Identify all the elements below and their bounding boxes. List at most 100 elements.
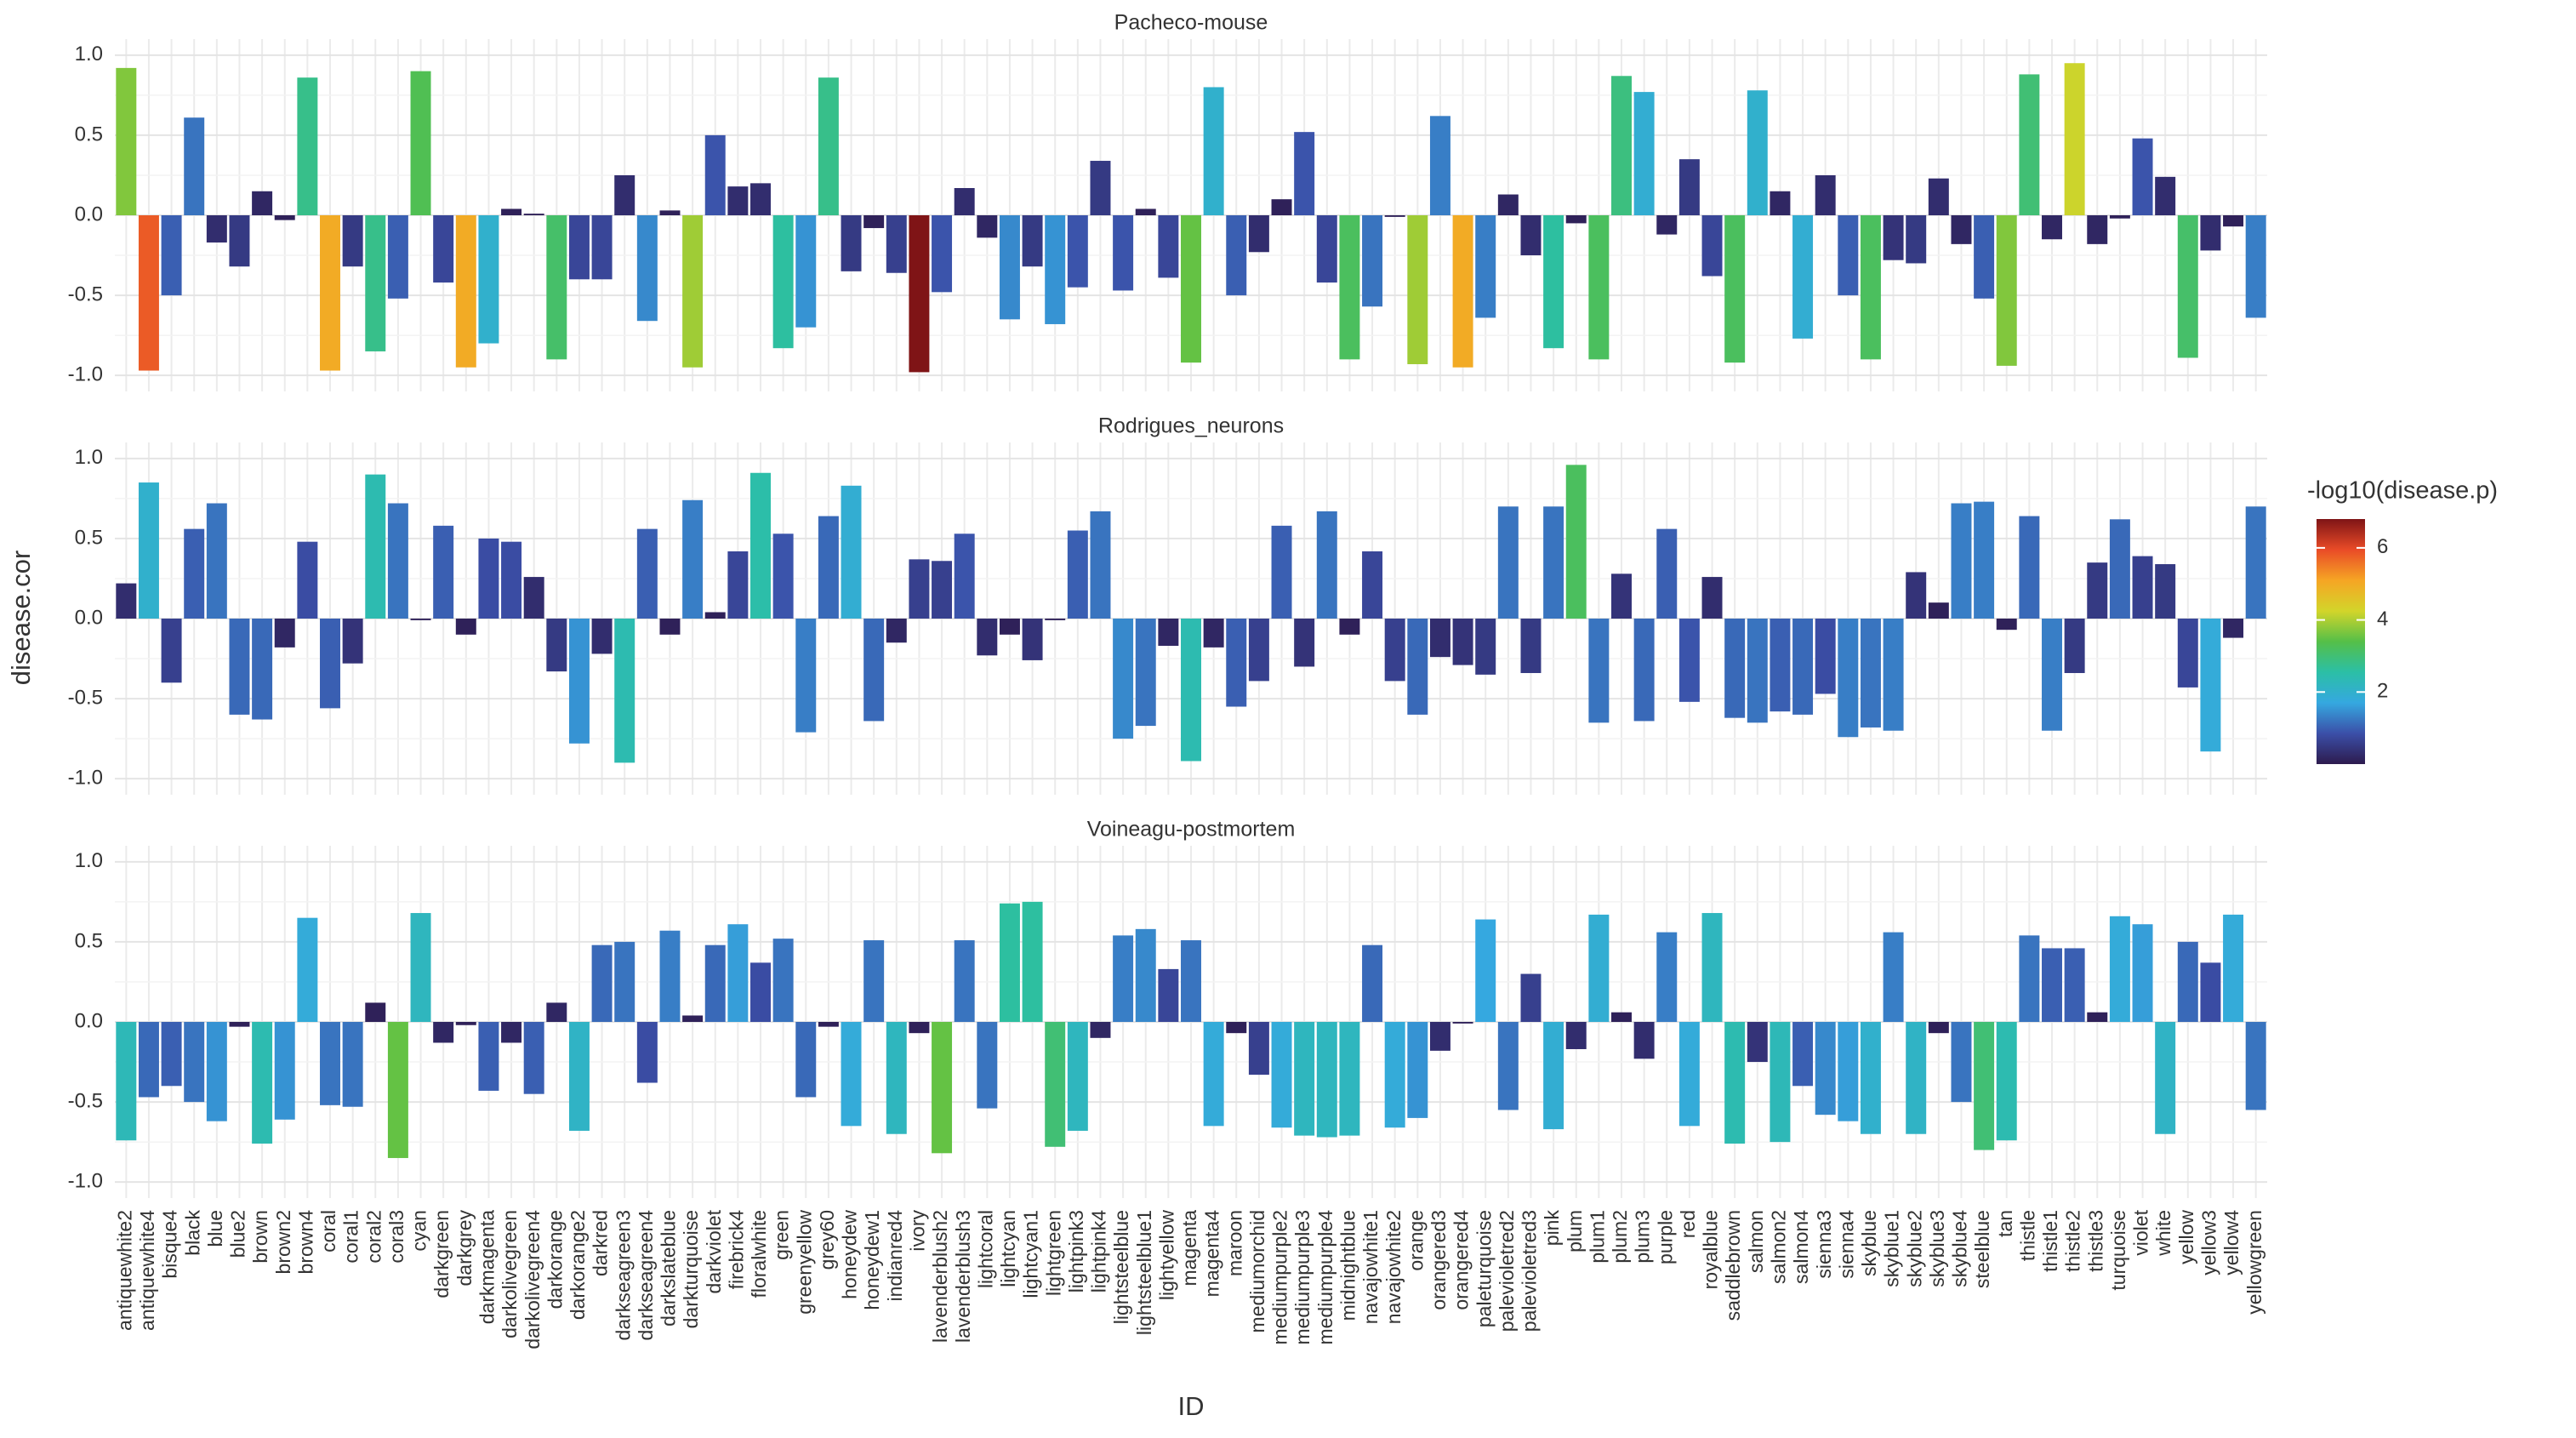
x-tick-label: brown2 [272, 1210, 294, 1274]
bar [1135, 208, 1156, 215]
bar [320, 215, 340, 371]
colorbar [2317, 519, 2365, 764]
bar [297, 77, 318, 215]
x-tick-label: maroon [1223, 1210, 1245, 1276]
x-tick-label: firebrick4 [725, 1210, 747, 1290]
x-tick-label: salmon [1745, 1210, 1767, 1273]
bar [727, 551, 749, 619]
x-tick-label: bisque4 [159, 1210, 181, 1279]
bar [909, 1022, 930, 1034]
bar [1860, 619, 1881, 728]
bar [1883, 932, 1904, 1022]
x-axis-title: ID [1178, 1391, 1205, 1421]
x-tick-label: navajowhite1 [1359, 1210, 1382, 1324]
bar [886, 215, 907, 273]
x-tick-label: mediumpurple2 [1269, 1210, 1291, 1345]
bar [1928, 602, 1949, 619]
bar [1520, 973, 1542, 1022]
facet-title: Pacheco-mouse [1114, 11, 1268, 35]
bar [1135, 619, 1156, 727]
bar [2200, 619, 2221, 752]
bar [1181, 619, 1201, 762]
bar [161, 619, 182, 683]
bar [2019, 74, 2040, 216]
bar [2087, 215, 2108, 244]
bar [1067, 1022, 1088, 1131]
x-tick-label: grey60 [816, 1210, 838, 1270]
x-tick-label: skyblue2 [1903, 1210, 1925, 1287]
bar [568, 619, 590, 744]
bar [1770, 619, 1791, 712]
bar [365, 215, 386, 351]
bar [1565, 465, 1587, 619]
x-tick-label: antiquewhite4 [136, 1210, 158, 1331]
bar [1429, 116, 1450, 215]
bar [2109, 916, 2130, 1022]
bar [614, 619, 635, 763]
x-tick-label: darkviolet [703, 1209, 725, 1293]
bar [1407, 1022, 1428, 1118]
bar [954, 940, 975, 1022]
bar [1656, 215, 1678, 235]
x-tick-label: plum1 [1586, 1210, 1608, 1264]
bar [1951, 215, 1972, 244]
x-tick-label: yellow [2175, 1210, 2197, 1264]
bar [659, 210, 681, 215]
x-tick-label: darkgrey [453, 1210, 476, 1287]
x-tick-label: salmon2 [1767, 1210, 1789, 1284]
bar [1633, 619, 1655, 722]
x-tick-label: lightcoral [974, 1210, 996, 1288]
bar [909, 559, 930, 619]
bar [116, 1022, 137, 1141]
bar [2200, 962, 2221, 1022]
x-tick-label: yellow3 [2197, 1210, 2220, 1275]
bar [704, 612, 726, 619]
bar [320, 619, 340, 709]
bar [2042, 619, 2062, 731]
legend-title: -log10(disease.p) [2307, 477, 2498, 505]
x-tick-label: brown [249, 1210, 271, 1264]
bar [2245, 506, 2266, 619]
bar [1362, 944, 1383, 1022]
bar [1135, 928, 1156, 1022]
bar [977, 619, 998, 656]
bar [501, 1022, 522, 1043]
bar [342, 1022, 363, 1107]
x-tick-label: skyblue [1858, 1210, 1880, 1276]
bar [1792, 619, 1814, 715]
x-tick-label: yellowgreen [2243, 1210, 2265, 1315]
y-tick-label: 1.0 [75, 446, 103, 469]
y-tick-label: 0.0 [75, 1009, 103, 1032]
x-tick-label: lightcyan1 [1020, 1210, 1042, 1298]
bar [1203, 1022, 1224, 1127]
x-tick-label: blue2 [227, 1210, 249, 1258]
bar [1339, 619, 1360, 635]
bar [636, 528, 658, 619]
x-tick-label: mediumpurple4 [1314, 1210, 1336, 1345]
bar [682, 499, 704, 619]
bar [252, 619, 273, 720]
bar [818, 516, 839, 619]
bar [1996, 619, 2017, 631]
bar [2177, 215, 2198, 358]
x-tick-label: coral2 [362, 1210, 385, 1264]
x-tick-label: floralwhite [748, 1210, 770, 1298]
bar [229, 1022, 250, 1027]
x-tick-label: lightyellow [1155, 1210, 1177, 1300]
x-tick-label: blue [204, 1210, 226, 1247]
y-axis-title: disease.cor [6, 551, 36, 686]
x-tick-label: coral3 [385, 1210, 407, 1264]
bar [932, 1022, 953, 1154]
bar [614, 941, 635, 1022]
x-tick-label: plum [1564, 1210, 1586, 1253]
bar [1271, 1022, 1292, 1128]
bar [1022, 901, 1043, 1022]
bar [387, 215, 408, 299]
bar [2223, 215, 2244, 227]
x-tick-label: greenyellow [793, 1210, 815, 1315]
bar [1248, 1022, 1269, 1076]
bar [410, 619, 431, 620]
bar [1770, 1022, 1791, 1143]
x-tick-label: honeydew1 [861, 1210, 883, 1310]
bar [138, 215, 159, 371]
